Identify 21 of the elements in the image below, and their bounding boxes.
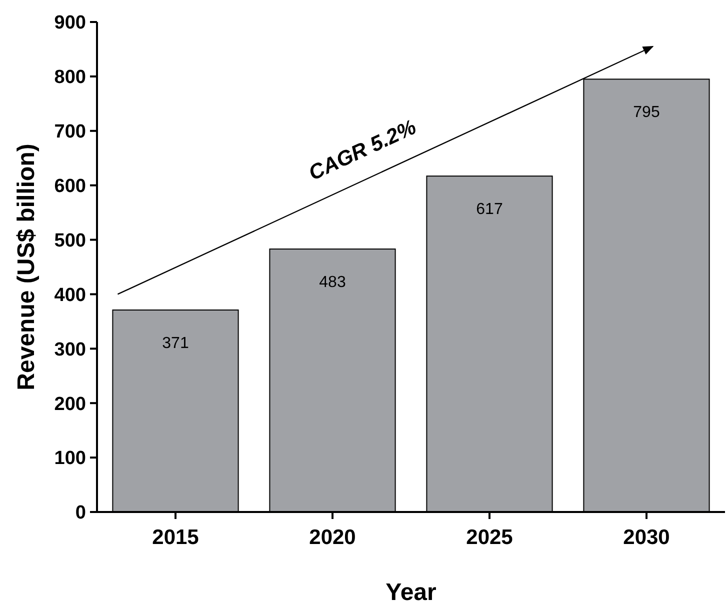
data-label: 371 — [162, 335, 189, 352]
y-tick-label: 0 — [75, 502, 86, 524]
annotation: CAGR 5.2% — [305, 116, 420, 186]
y-axis-title: Revenue (US$ billion) — [13, 144, 40, 390]
y-tick-label: 600 — [54, 176, 86, 197]
y-tick-label: 100 — [54, 448, 86, 470]
y-tick-label: 400 — [54, 284, 86, 306]
y-tick-label: 900 — [54, 12, 86, 34]
data-label: 795 — [633, 104, 660, 122]
y-tick-label: 500 — [54, 230, 86, 252]
y-tick-label: 200 — [54, 394, 86, 415]
x-axis-title: Year — [386, 579, 436, 606]
data-label: 483 — [319, 274, 346, 292]
x-tick-label: 2015 — [152, 526, 200, 549]
y-tick-label: 700 — [54, 122, 86, 143]
x-tick-label: 2025 — [466, 526, 514, 549]
x-tick-label: 2030 — [623, 526, 670, 549]
data-label: 617 — [476, 201, 503, 218]
y-tick-label: 800 — [54, 67, 86, 88]
y-tick-label: 300 — [54, 339, 86, 360]
x-tick-label: 2020 — [309, 526, 356, 549]
